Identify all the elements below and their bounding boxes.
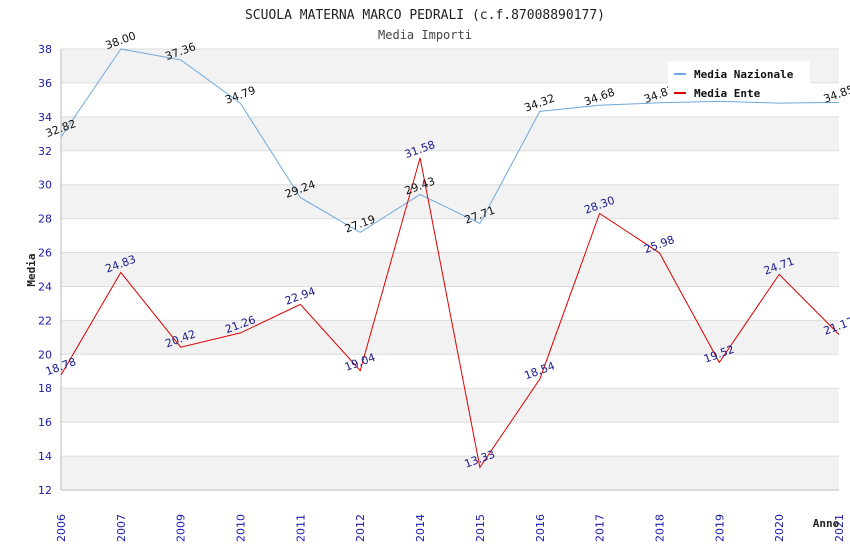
x-tick-label: 2017 bbox=[594, 514, 607, 542]
legend-label: Media Nazionale bbox=[694, 68, 794, 81]
series-line-media-ente bbox=[60, 157, 840, 469]
legend-label: Media Ente bbox=[694, 87, 761, 100]
y-tick-label: 12 bbox=[38, 484, 52, 497]
x-tick-label: 2021 bbox=[833, 514, 846, 542]
x-tick-label: 2011 bbox=[294, 514, 307, 542]
y-tick-label: 14 bbox=[38, 450, 52, 463]
y-tick-label: 20 bbox=[38, 348, 52, 361]
x-tick-label: 2016 bbox=[534, 514, 547, 542]
grid-band bbox=[61, 388, 839, 423]
x-tick-label: 2020 bbox=[773, 514, 786, 542]
axes bbox=[60, 49, 839, 491]
y-tick-label: 30 bbox=[38, 179, 52, 192]
y-tick-label: 16 bbox=[38, 416, 52, 429]
grid-band bbox=[61, 286, 839, 321]
grid-band bbox=[61, 320, 839, 355]
grid-band bbox=[61, 456, 839, 490]
y-tick-label: 26 bbox=[38, 247, 52, 260]
x-axis-ticks: 2006 2007 2009 2010 2011 2012 2014 2015 2016 2017… bbox=[55, 514, 846, 542]
y-tick-label: 22 bbox=[38, 314, 52, 327]
y-tick-label: 28 bbox=[38, 213, 52, 226]
legend-box bbox=[668, 61, 810, 99]
y-tick-label: 24 bbox=[38, 280, 52, 293]
y-tick-label: 34 bbox=[38, 111, 52, 124]
y-axis-title: Media bbox=[25, 253, 38, 286]
grid-band bbox=[61, 116, 839, 151]
y-axis-ticks: 12 14 16 18 20 22 24 26 28 30 32 34 36 38 bbox=[38, 43, 52, 497]
chart-title: SCUOLA MATERNA MARCO PEDRALI (c.f.870088… bbox=[245, 8, 605, 23]
x-tick-label: 2009 bbox=[175, 514, 188, 542]
x-tick-label: 2014 bbox=[414, 514, 427, 542]
series-line-media-nazionale bbox=[60, 48, 840, 233]
grid-band bbox=[61, 218, 839, 253]
x-tick-label: 2018 bbox=[653, 514, 666, 542]
grid-band bbox=[61, 150, 839, 185]
y-tick-label: 36 bbox=[38, 77, 52, 90]
grid-band bbox=[61, 184, 839, 219]
x-tick-label: 2010 bbox=[235, 514, 248, 542]
grid-band bbox=[61, 354, 839, 389]
x-tick-label: 2012 bbox=[354, 514, 367, 542]
grid-band bbox=[61, 252, 839, 287]
y-tick-label: 38 bbox=[38, 43, 52, 56]
y-tick-label: 18 bbox=[38, 382, 52, 395]
y-tick-label: 32 bbox=[38, 145, 52, 158]
x-tick-label: 2007 bbox=[115, 514, 128, 542]
grid-bands bbox=[61, 49, 839, 490]
series-lines bbox=[60, 48, 840, 469]
x-tick-label: 2015 bbox=[474, 514, 487, 542]
legend: Media Nazionale Media Ente bbox=[668, 61, 810, 100]
x-axis-title: Anno bbox=[813, 517, 840, 530]
x-tick-label: 2019 bbox=[713, 514, 726, 542]
chart-subtitle: Media Importi bbox=[378, 28, 472, 42]
x-tick-label: 2006 bbox=[55, 514, 68, 542]
grid-band bbox=[61, 422, 839, 457]
